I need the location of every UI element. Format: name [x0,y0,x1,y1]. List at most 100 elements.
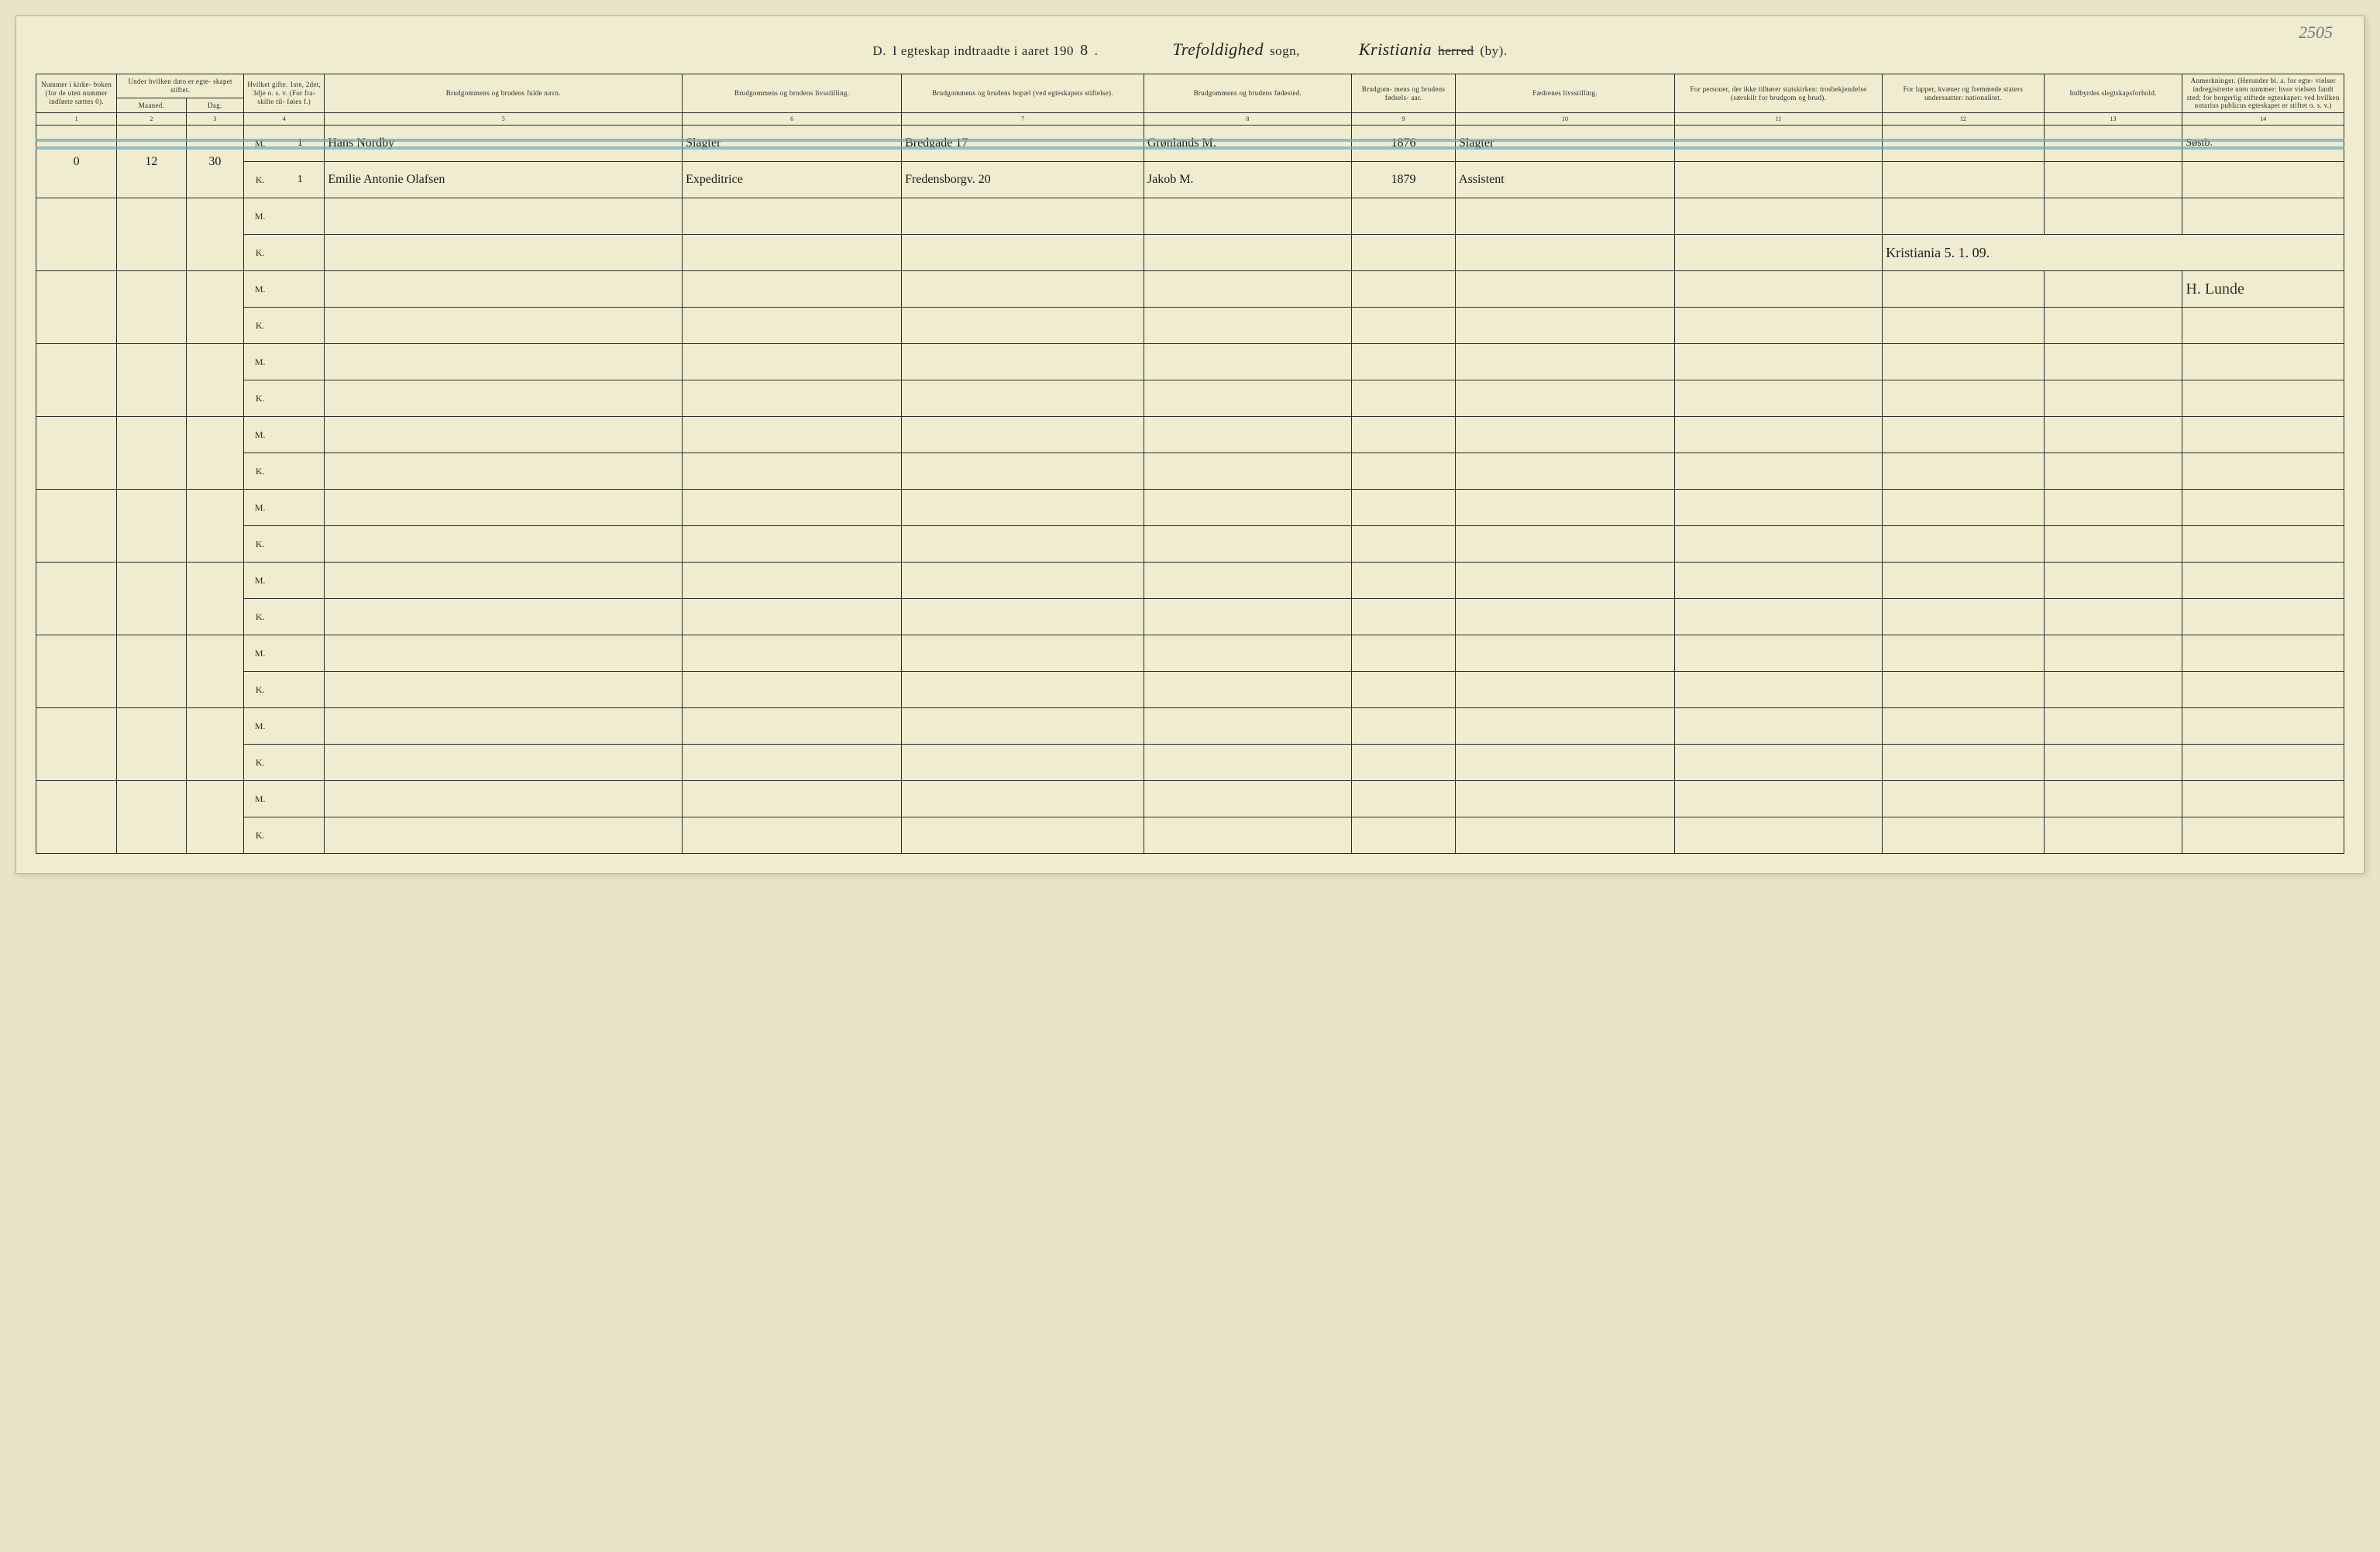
cell-slegt [2044,126,2182,162]
empty-cell [2044,745,2182,781]
empty-cell [1351,745,1455,781]
cell-mk: K. [244,308,277,344]
empty-cell [1456,745,1675,781]
cell-nat [1883,126,2045,162]
empty-cell [1351,417,1455,453]
empty-cell [902,781,1144,817]
empty-cell [1883,817,2045,854]
empty-cell [1351,672,1455,708]
empty-cell [36,563,117,635]
empty-cell [1883,672,2045,708]
empty-cell [276,490,325,526]
empty-cell [1456,526,1675,563]
cell-mk: M. [244,635,277,672]
herred-struck: herred [1438,43,1474,59]
empty-cell [36,781,117,854]
empty-cell [2182,563,2344,599]
empty-cell [1456,817,1675,854]
hdr-col2: Maaned. [117,98,186,112]
empty-cell [1456,198,1675,235]
empty-cell [1883,490,2045,526]
cell-fodested: Grønlands M. [1144,126,1351,162]
cell-mk: M. [244,708,277,745]
cell-bopael: Fredensborgv. 20 [902,162,1144,198]
empty-cell [2044,526,2182,563]
empty-cell [276,380,325,417]
empty-cell [2182,781,2344,817]
empty-cell [2044,635,2182,672]
by-handwritten: Kristiania [1359,40,1432,60]
empty-cell [276,417,325,453]
empty-cell [2044,708,2182,745]
empty-row: M. [36,344,2344,380]
table-body: 0 12 30 M. 1 Hans Nordby Slagter Bredgad… [36,126,2344,854]
empty-cell [1351,635,1455,672]
empty-cell [1675,271,1883,308]
empty-cell [902,745,1144,781]
cell-livsstilling: Slagter [683,126,902,162]
empty-cell [186,708,243,781]
empty-cell [1675,198,1883,235]
empty-cell [1675,308,1883,344]
cell-mk: K. [244,745,277,781]
cell-mk: K. [244,453,277,490]
empty-cell [1883,344,2045,380]
empty-cell [2182,380,2344,417]
empty-cell [36,417,117,490]
empty-cell [683,344,902,380]
empty-cell [325,271,683,308]
empty-cell [2044,817,2182,854]
colnum: 5 [325,113,683,126]
empty-cell [902,417,1144,453]
empty-cell [1456,672,1675,708]
colnum: 2 [117,113,186,126]
empty-cell [276,526,325,563]
note-place-date: Kristiania 5. 1. 09. [1883,235,2344,271]
empty-cell [1144,198,1351,235]
empty-cell [1883,453,2045,490]
empty-cell [117,490,186,563]
empty-cell [1144,708,1351,745]
empty-cell [1351,271,1455,308]
cell-dag: 30 [186,126,243,198]
empty-cell [325,745,683,781]
empty-cell [1456,380,1675,417]
empty-cell [2182,308,2344,344]
empty-cell [276,344,325,380]
empty-row: K. [36,817,2344,854]
empty-cell [1351,453,1455,490]
empty-cell [902,672,1144,708]
empty-cell [1675,672,1883,708]
empty-cell [1456,781,1675,817]
empty-cell [2182,198,2344,235]
cell-mk: M. [244,198,277,235]
empty-cell [902,708,1144,745]
empty-cell [1351,526,1455,563]
empty-cell [1883,745,2045,781]
empty-cell [1456,708,1675,745]
empty-cell [1675,380,1883,417]
empty-cell [1144,526,1351,563]
empty-cell [1883,599,2045,635]
empty-cell [36,198,117,271]
empty-cell [1144,672,1351,708]
empty-row: M. [36,198,2344,235]
cell-navn: Emilie Antonie Olafsen [325,162,683,198]
empty-cell [186,490,243,563]
empty-cell [1144,599,1351,635]
empty-cell [1351,344,1455,380]
empty-cell [117,198,186,271]
empty-row: K. [36,380,2344,417]
empty-cell [1883,417,2045,453]
colnum: 11 [1675,113,1883,126]
empty-cell [325,490,683,526]
by-label: (by). [1481,43,1508,59]
empty-cell [1675,526,1883,563]
empty-cell [683,672,902,708]
empty-cell [36,490,117,563]
empty-cell [186,344,243,417]
empty-cell [276,271,325,308]
empty-cell [325,563,683,599]
empty-cell [276,308,325,344]
colnum: 10 [1456,113,1675,126]
